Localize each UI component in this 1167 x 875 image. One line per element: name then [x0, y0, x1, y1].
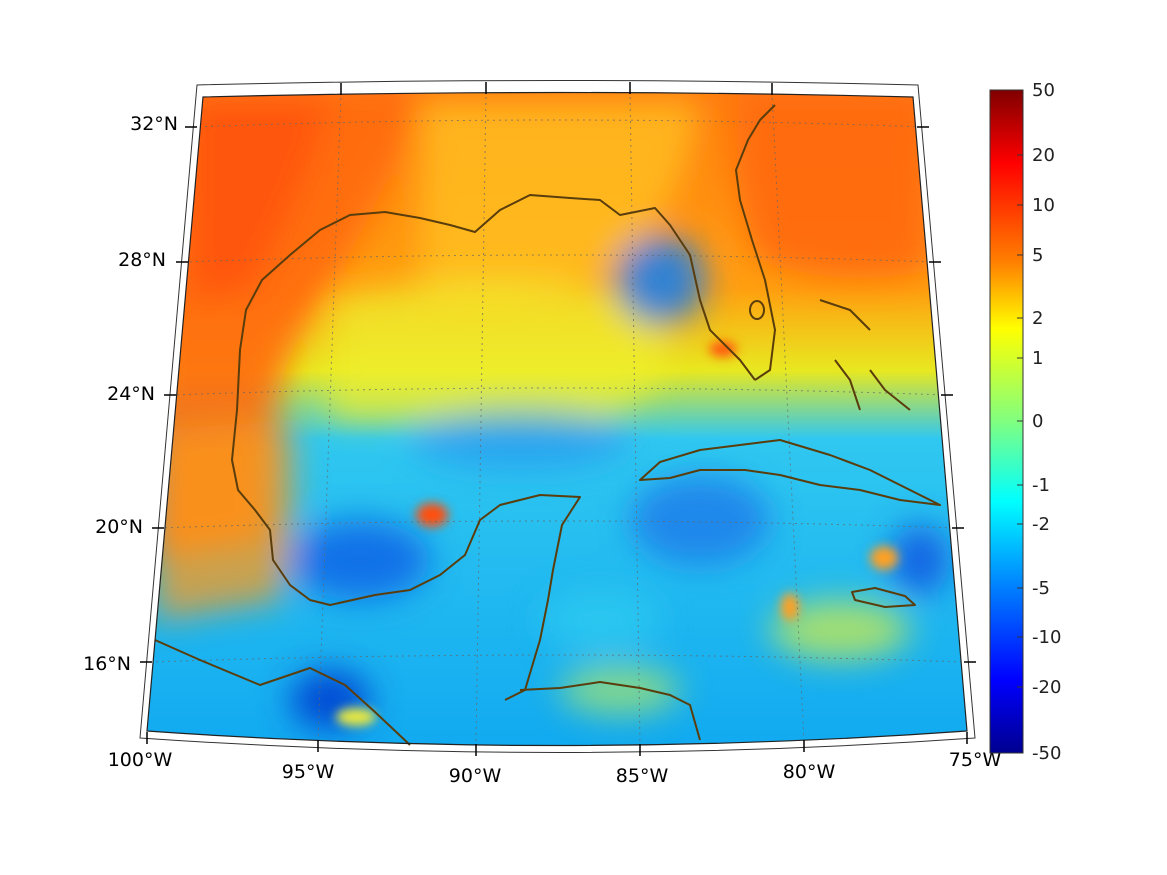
- colorbar-tick: 2: [1032, 308, 1043, 329]
- colorbar-tick: 10: [1032, 195, 1055, 216]
- longitude-labels: 100°W 95°W 90°W 85°W 80°W 75°W: [108, 749, 1002, 787]
- lat-label: 32°N: [130, 113, 178, 135]
- gridlines: [149, 92, 967, 746]
- colorbar-tick: 5: [1032, 245, 1043, 266]
- us-gulf-coastline: [239, 194, 756, 381]
- map-frame-outer: [139, 80, 976, 753]
- central-america-coastline: [154, 639, 411, 746]
- lon-label: 75°W: [949, 749, 1002, 771]
- lake-okeechobee-outline: [749, 300, 765, 320]
- frame-ticks: [140, 82, 976, 756]
- gulf-coastline: [231, 349, 581, 701]
- colorbar-tick: -2: [1032, 514, 1050, 535]
- colorbar-tick: 1: [1032, 348, 1043, 369]
- lon-label: 85°W: [616, 765, 669, 787]
- colorbar-tick: -50: [1032, 743, 1061, 764]
- colorbar-tick: -1: [1032, 475, 1050, 496]
- bahamas-outline: [819, 299, 911, 411]
- lat-label: 20°N: [95, 516, 143, 538]
- colorbar-tick: 50: [1032, 80, 1055, 101]
- colorbar-tick: -10: [1032, 627, 1061, 648]
- colorbar-tick: 0: [1032, 411, 1043, 432]
- lat-label: 16°N: [83, 653, 131, 675]
- latitude-labels: 32°N 28°N 24°N 20°N 16°N: [83, 113, 178, 675]
- colorbar-tick: -5: [1032, 578, 1050, 599]
- map-frame: [146, 91, 968, 747]
- cuba-outline: [639, 439, 941, 506]
- lon-label: 80°W: [783, 761, 836, 783]
- lat-label: 24°N: [107, 383, 155, 405]
- data-field: [147, 92, 967, 746]
- lat-label: 28°N: [118, 249, 166, 271]
- colorbar-tick: -20: [1032, 677, 1061, 698]
- colorbar-tick: 20: [1032, 145, 1055, 166]
- florida-atlantic-coastline: [735, 104, 776, 381]
- coastlines: [154, 104, 941, 746]
- colorbar: 50 20 10 5 2 1 0 -1 -2 -5 -10 -20 -50: [989, 80, 1061, 764]
- lon-label: 90°W: [449, 765, 502, 787]
- lon-label: 100°W: [108, 749, 173, 771]
- honduras-coastline: [519, 681, 701, 741]
- jamaica-outline: [851, 587, 916, 608]
- lon-label: 95°W: [282, 761, 335, 783]
